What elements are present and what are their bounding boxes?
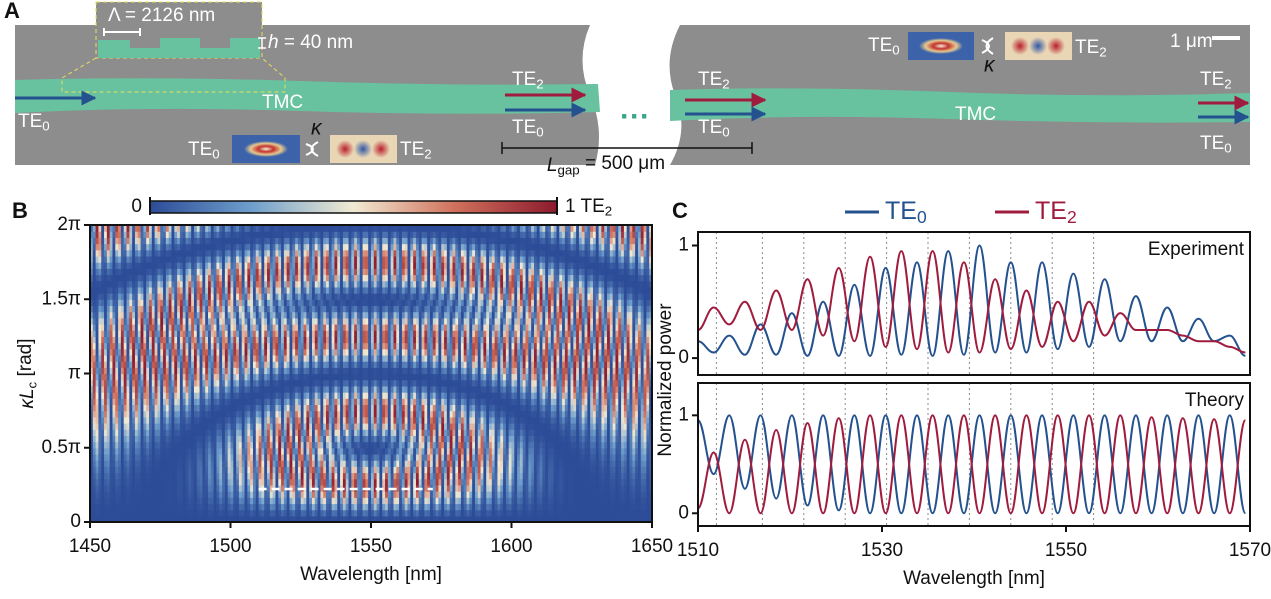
panel-label: A bbox=[4, 0, 20, 23]
kappa-label: κ bbox=[984, 54, 996, 77]
charts: 00.5ππ1.5π2π14501500155016001650Waveleng… bbox=[12, 196, 1271, 589]
tmc-label: TMC bbox=[955, 104, 996, 125]
text-part: = 40 nm bbox=[279, 32, 353, 53]
text-part: TE bbox=[1075, 37, 1099, 58]
text-part: h bbox=[268, 32, 279, 53]
subscript: 0 bbox=[212, 146, 219, 161]
subscript: 2 bbox=[424, 146, 431, 161]
subscript: gap bbox=[557, 162, 579, 177]
tmc-label: TMC bbox=[262, 92, 303, 113]
subscript: 2 bbox=[722, 76, 729, 91]
text-part: TE bbox=[400, 139, 424, 160]
text-part: Λ = 2126 nm bbox=[108, 5, 215, 26]
subscript: 2 bbox=[1099, 44, 1106, 59]
text-part: TE bbox=[1200, 69, 1224, 90]
subscript: 2 bbox=[1224, 76, 1231, 91]
subscript: 0 bbox=[42, 118, 49, 133]
subscript: 0 bbox=[722, 124, 729, 139]
text-part: L bbox=[547, 155, 558, 176]
subscript: 0 bbox=[1224, 140, 1231, 155]
subscript: 0 bbox=[536, 124, 543, 139]
text-part: TE bbox=[512, 69, 536, 90]
text-part: TE bbox=[868, 35, 892, 56]
kappa-label: κ bbox=[311, 117, 323, 140]
text-part: TE bbox=[698, 117, 722, 138]
text-part: TE bbox=[512, 117, 536, 138]
text-part: TE bbox=[188, 139, 212, 160]
text-part: TE bbox=[18, 111, 42, 132]
text-part: TE bbox=[1200, 133, 1224, 154]
text-part: TE bbox=[698, 69, 722, 90]
subscript: 0 bbox=[892, 42, 899, 57]
period-label: Λ = 2126 nm bbox=[108, 5, 215, 26]
text-part: = 500 μm bbox=[580, 153, 665, 174]
scale-label: 1 μm bbox=[1170, 31, 1213, 52]
height-label: h = 40 nm bbox=[268, 32, 353, 53]
heatmap bbox=[90, 225, 653, 523]
subscript: 2 bbox=[536, 76, 543, 91]
ellipsis: ··· bbox=[620, 100, 650, 133]
